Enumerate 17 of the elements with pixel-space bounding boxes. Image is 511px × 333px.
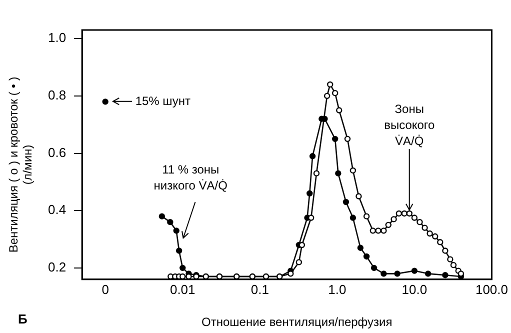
annotation: Зоны высокого V̇A/Q̇ [384, 102, 436, 148]
x-axis-title: Отношение вентиляция/перфузия [202, 315, 392, 329]
y-tick-label: 1.0 [48, 30, 66, 46]
y-tick-label: 0.4 [48, 202, 66, 218]
x-tick-label: 0 [102, 282, 109, 297]
annotation: 15% шунт [135, 94, 191, 108]
y-axis-title: Вентиляция ( o ) и кровоток ( • ) (л/мин) [6, 76, 34, 253]
y-tick-label: 0.8 [48, 88, 66, 103]
x-tick-label: 100.0 [475, 282, 508, 297]
x-tick-label: 0.01 [170, 282, 196, 297]
annotation: 11 % зоны низкого V̇A/Q̇ [154, 162, 228, 192]
text: Б [18, 312, 28, 327]
y-tick-label: 0.6 [48, 144, 66, 160]
x-tick-label: 1.0 [328, 282, 346, 297]
y-tick-label: 0.2 [48, 260, 66, 275]
x-tick-label: 0.1 [250, 282, 269, 297]
x-tick-label: 10.0 [402, 282, 428, 297]
